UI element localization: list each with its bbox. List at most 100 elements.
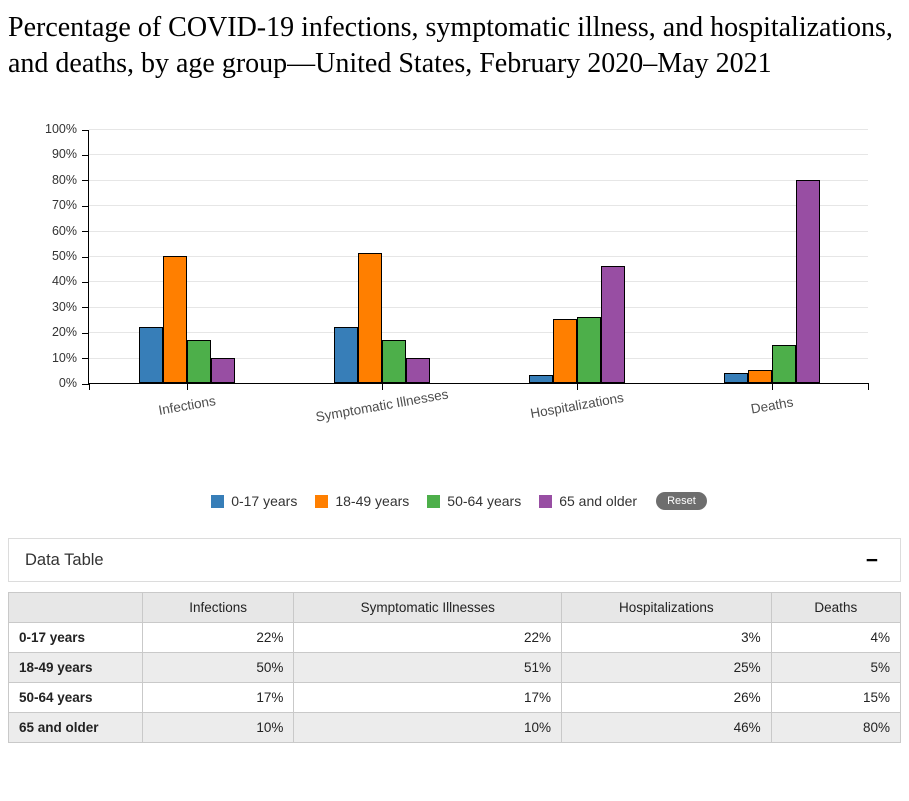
y-axis-tick <box>82 180 89 182</box>
table-cell: 17% <box>141 682 295 713</box>
bar-65-and-older-infections[interactable] <box>211 358 235 383</box>
y-axis-tick <box>82 154 89 156</box>
table-cell: 26% <box>561 682 772 713</box>
data-table: Infections Symptomatic Illnesses Hospitali… <box>8 592 902 743</box>
x-axis-tick <box>577 383 578 390</box>
bar-50-64-years-symptomatic-illnesses[interactable] <box>382 340 406 383</box>
y-axis-label: 50% <box>51 249 77 263</box>
bar-0-17-years-infections[interactable] <box>139 327 163 383</box>
y-axis-tick <box>82 129 89 131</box>
gridline <box>89 179 868 181</box>
legend-swatch-icon <box>427 494 441 508</box>
legend-swatch-icon <box>539 494 553 508</box>
row-label: 0-17 years <box>8 622 143 653</box>
column-header: Deaths <box>770 592 902 623</box>
row-label: 18-49 years <box>8 652 143 683</box>
y-axis-tick <box>82 205 89 207</box>
y-axis-label: 100% <box>45 122 77 136</box>
bar-18-49-years-deaths[interactable] <box>748 370 772 383</box>
x-axis-tick <box>382 383 383 390</box>
table-cell: 4% <box>770 622 902 653</box>
table-cell: 3% <box>561 622 772 653</box>
page: Percentage of COVID-19 infections, sympt… <box>8 10 902 743</box>
table-cell: 10% <box>141 712 295 743</box>
legend-item-0-17-years[interactable]: 0-17 years <box>211 493 297 509</box>
bar-50-64-years-deaths[interactable] <box>772 345 796 383</box>
bar-65-and-older-symptomatic-illnesses[interactable] <box>406 358 430 383</box>
bar-18-49-years-hospitalizations[interactable] <box>553 319 577 383</box>
y-axis-label: 30% <box>51 299 77 314</box>
y-axis-label: 10% <box>51 350 77 365</box>
table-cell: 80% <box>770 712 902 743</box>
gridline <box>89 332 868 334</box>
table-cell: 17% <box>293 682 563 713</box>
gridline <box>89 230 868 232</box>
bar-50-64-years-hospitalizations[interactable] <box>577 317 601 383</box>
chart-legend: 0-17 years 18-49 years 50-64 years 65 and o… <box>8 490 901 512</box>
y-axis-label: 40% <box>51 274 77 289</box>
legend-swatch-icon <box>211 494 225 508</box>
table-cell: 5% <box>770 652 902 683</box>
legend-item-50-64-years[interactable]: 50-64 years <box>427 493 521 509</box>
data-table-body: 0-17 years 22% 22% 3% 4% 18-49 years 50% 51% 25%… <box>8 622 902 743</box>
chart-plot-area: 0% 10% 20% 30% 40% 50% 60% 70% 80% 90% 100% Infecti… <box>45 122 869 425</box>
y-axis-tick <box>82 307 89 309</box>
bar-65-and-older-deaths[interactable] <box>796 180 820 383</box>
legend-item-65-and-older[interactable]: 65 and older <box>539 493 637 509</box>
table-cell: 22% <box>141 622 295 653</box>
table-row: 0-17 years 22% 22% 3% 4% <box>8 622 902 653</box>
x-axis-tick <box>868 383 869 390</box>
data-table-title: Data Table <box>25 550 104 569</box>
y-axis-tick <box>82 256 89 258</box>
gridline <box>89 205 868 207</box>
column-header: Infections <box>141 592 295 623</box>
table-row: 50-64 years 17% 17% 26% 15% <box>8 682 902 713</box>
x-axis-tick <box>89 383 90 390</box>
column-header: Symptomatic Illnesses <box>293 592 563 623</box>
bar-18-49-years-symptomatic-illnesses[interactable] <box>358 253 382 383</box>
column-header <box>8 592 143 623</box>
collapse-minus-icon[interactable]: − <box>865 548 878 572</box>
data-table-head: Infections Symptomatic Illnesses Hospitali… <box>8 592 902 623</box>
gridline <box>89 154 868 156</box>
x-axis-tick <box>772 383 773 390</box>
legend-swatch-icon <box>315 494 329 508</box>
y-axis-label: 0% <box>58 376 77 390</box>
bar-65-and-older-hospitalizations[interactable] <box>601 266 625 383</box>
y-axis-label: 80% <box>51 172 77 187</box>
gridline <box>89 357 868 359</box>
y-axis-tick <box>82 332 89 334</box>
table-row: 18-49 years 50% 51% 25% 5% <box>8 652 902 683</box>
gridline <box>89 306 868 308</box>
gridline <box>89 281 868 283</box>
y-axis-tick <box>82 358 89 360</box>
legend-item-18-49-years[interactable]: 18-49 years <box>315 493 409 509</box>
data-table-panel-header[interactable]: Data Table − <box>8 538 901 582</box>
y-axis-tick <box>82 281 89 283</box>
bar-50-64-years-infections[interactable] <box>187 340 211 383</box>
legend-label: 18-49 years <box>335 493 410 509</box>
legend-label: 65 and older <box>559 493 638 509</box>
table-cell: 51% <box>293 652 563 683</box>
table-cell: 46% <box>561 712 772 743</box>
bar-0-17-years-deaths[interactable] <box>724 373 748 383</box>
bar-0-17-years-symptomatic-illnesses[interactable] <box>334 327 358 383</box>
table-cell: 22% <box>293 622 563 653</box>
legend-label: 50-64 years <box>447 493 522 509</box>
bar-18-49-years-infections[interactable] <box>163 256 187 383</box>
table-cell: 15% <box>770 682 902 713</box>
reset-button[interactable]: Reset <box>656 492 707 510</box>
row-label: 50-64 years <box>8 682 143 713</box>
row-label: 65 and older <box>8 712 143 743</box>
column-header: Hospitalizations <box>561 592 772 623</box>
table-cell: 10% <box>293 712 563 743</box>
bar-0-17-years-hospitalizations[interactable] <box>529 375 553 383</box>
y-axis-tick <box>82 231 89 233</box>
data-table-header-row: Infections Symptomatic Illnesses Hospitali… <box>8 592 902 623</box>
table-cell: 50% <box>141 652 295 683</box>
y-axis-label: 20% <box>51 325 77 340</box>
table-cell: 25% <box>561 652 772 683</box>
y-axis-tick <box>82 383 89 385</box>
gridline <box>89 129 868 130</box>
bar-chart: 0% 10% 20% 30% 40% 50% 60% 70% 80% 90% 100% Infecti… <box>8 116 901 434</box>
